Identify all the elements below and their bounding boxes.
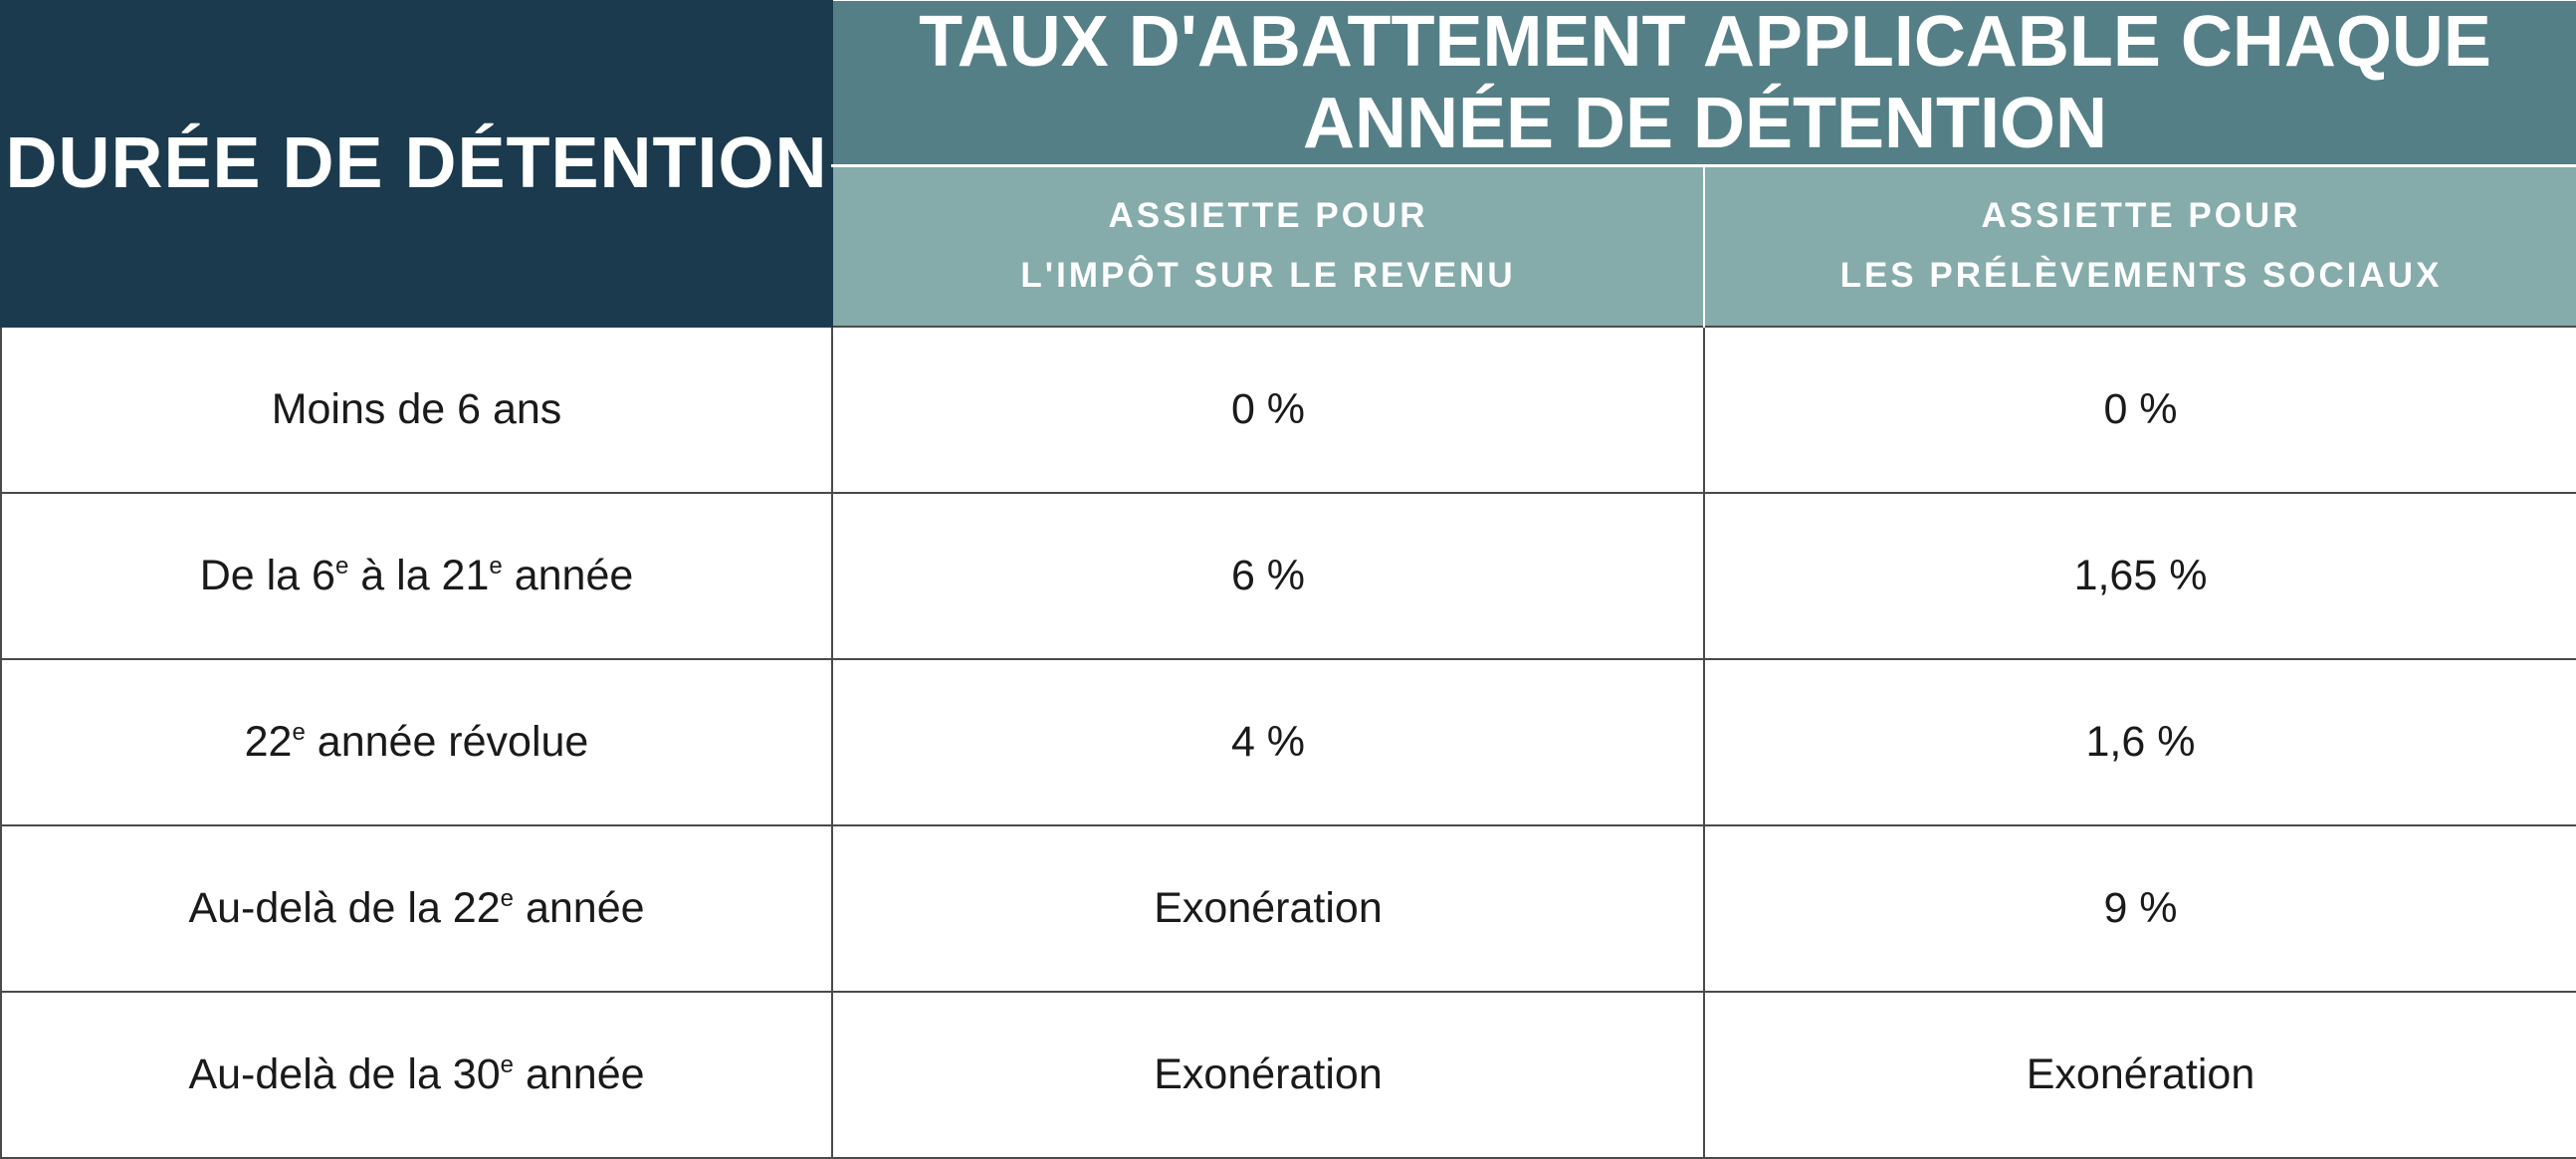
header-assiette-ir: ASSIETTE POUR L'IMPÔT SUR LE REVENU (832, 165, 1705, 327)
cell-ps: 1,65 % (1703, 491, 2576, 660)
header-assiette-ps-line2: LES PRÉLÈVEMENTS SOCIAUX (1839, 256, 2443, 296)
header-row-1: DURÉE DE DÉTENTION TAUX D'ABATTEMENT APP… (0, 0, 2576, 328)
duree-text-mid: année (514, 883, 645, 932)
cell-duree: 22e année révolue (0, 657, 833, 826)
duree-text: Au-delà de la 30 (188, 1049, 501, 1098)
cell-ir: Exonération (831, 823, 1705, 993)
ordinal-sup: e (292, 718, 306, 746)
header-assiette-ir-line1: ASSIETTE POUR (1108, 196, 1428, 236)
duree-text-mid: à la 21 (348, 551, 490, 599)
duree-text: Moins de 6 ans (271, 384, 562, 433)
ordinal-sup: e (489, 552, 503, 580)
header-assiette-ps: ASSIETTE POUR LES PRÉLÈVEMENTS SOCIAUX (1704, 165, 2576, 327)
header-taux: TAUX D'ABATTEMENT APPLICABLE CHAQUE ANNÉ… (832, 1, 2576, 167)
ordinal-sup: e (334, 552, 349, 580)
cell-ir: Exonération (831, 990, 1705, 1159)
cell-duree: Au-delà de la 22e année (0, 823, 833, 993)
cell-ps: 9 % (1703, 823, 2576, 993)
ordinal-sup: e (500, 884, 514, 912)
duree-text-mid: année révolue (305, 717, 589, 766)
cell-ir: 0 % (831, 325, 1705, 494)
table-row: 22e année révolue 4 % 1,6 % (0, 657, 2576, 826)
cell-ir: 4 % (831, 657, 1705, 826)
duree-text: Au-delà de la 22 (188, 883, 501, 932)
header-duree: DURÉE DE DÉTENTION (0, 0, 833, 328)
cell-duree: Moins de 6 ans (0, 325, 833, 494)
header-assiette-ps-line1: ASSIETTE POUR (1981, 196, 2301, 236)
cell-ps: 0 % (1703, 325, 2576, 494)
header-row-2: ASSIETTE POUR L'IMPÔT SUR LE REVENU ASSI… (1, 165, 2576, 327)
duree-text-post: année (502, 551, 634, 599)
table-row: Au-delà de la 22e année Exonération 9 % (0, 823, 2576, 993)
duree-text-mid: année (514, 1049, 645, 1098)
table-row: Moins de 6 ans 0 % 0 % (0, 325, 2576, 494)
cell-ir: 6 % (831, 491, 1705, 660)
duree-text: De la 6 (199, 551, 335, 599)
ordinal-sup: e (500, 1050, 514, 1078)
cell-duree: Au-delà de la 30e année (0, 990, 833, 1159)
table-row: Au-delà de la 30e année Exonération Exon… (0, 990, 2576, 1159)
duree-text: 22 (244, 717, 293, 766)
cell-ps: Exonération (1703, 990, 2576, 1159)
cell-duree: De la 6e à la 21e année (0, 491, 833, 660)
cell-ps: 1,6 % (1703, 657, 2576, 826)
table-row: De la 6e à la 21e année 6 % 1,65 % (0, 491, 2576, 660)
header-assiette-ir-line2: L'IMPÔT SUR LE REVENU (1020, 256, 1516, 296)
